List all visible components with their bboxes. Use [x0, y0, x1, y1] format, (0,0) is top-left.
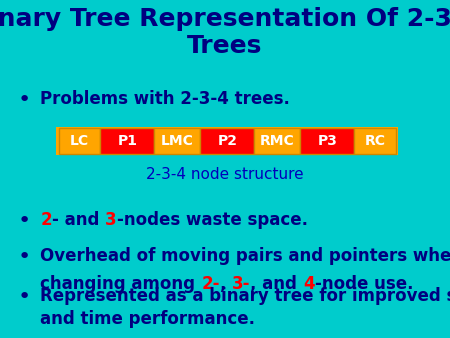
Text: , and: , and	[250, 275, 303, 293]
Bar	[56, 127, 398, 155]
Text: •: •	[18, 90, 31, 110]
Bar	[354, 128, 396, 154]
Text: •: •	[18, 287, 31, 307]
Text: 2-: 2-	[201, 275, 220, 293]
Text: Represented as a binary tree for improved space
and time performance.: Represented as a binary tree for improve…	[40, 287, 450, 328]
Text: P1: P1	[117, 134, 137, 148]
Bar	[154, 128, 200, 154]
Text: changing among: changing among	[40, 275, 201, 293]
Text: P3: P3	[317, 134, 337, 148]
Text: 4: 4	[303, 275, 315, 293]
Text: -node use.: -node use.	[315, 275, 413, 293]
Text: - and: - and	[52, 211, 105, 229]
Text: 2: 2	[40, 211, 52, 229]
Text: P2: P2	[217, 134, 237, 148]
Text: Binary Tree Representation Of 2-3-4
Trees: Binary Tree Representation Of 2-3-4 Tree…	[0, 7, 450, 57]
Text: LC: LC	[70, 134, 89, 148]
Text: •: •	[18, 247, 31, 267]
Bar	[58, 128, 100, 154]
Text: RC: RC	[364, 134, 386, 148]
Bar	[100, 128, 154, 154]
Text: RMC: RMC	[260, 134, 295, 148]
Bar	[254, 128, 300, 154]
Text: Overhead of moving pairs and pointers when: Overhead of moving pairs and pointers wh…	[40, 247, 450, 265]
Text: 3: 3	[105, 211, 117, 229]
Text: 3-: 3-	[232, 275, 250, 293]
Text: •: •	[18, 211, 31, 231]
Text: ,: ,	[220, 275, 232, 293]
Text: LMC: LMC	[161, 134, 194, 148]
Bar	[300, 128, 354, 154]
Bar	[200, 128, 254, 154]
Text: 2-3-4 node structure: 2-3-4 node structure	[146, 167, 304, 182]
Text: Problems with 2-3-4 trees.: Problems with 2-3-4 trees.	[40, 90, 290, 107]
Text: -nodes waste space.: -nodes waste space.	[117, 211, 308, 229]
